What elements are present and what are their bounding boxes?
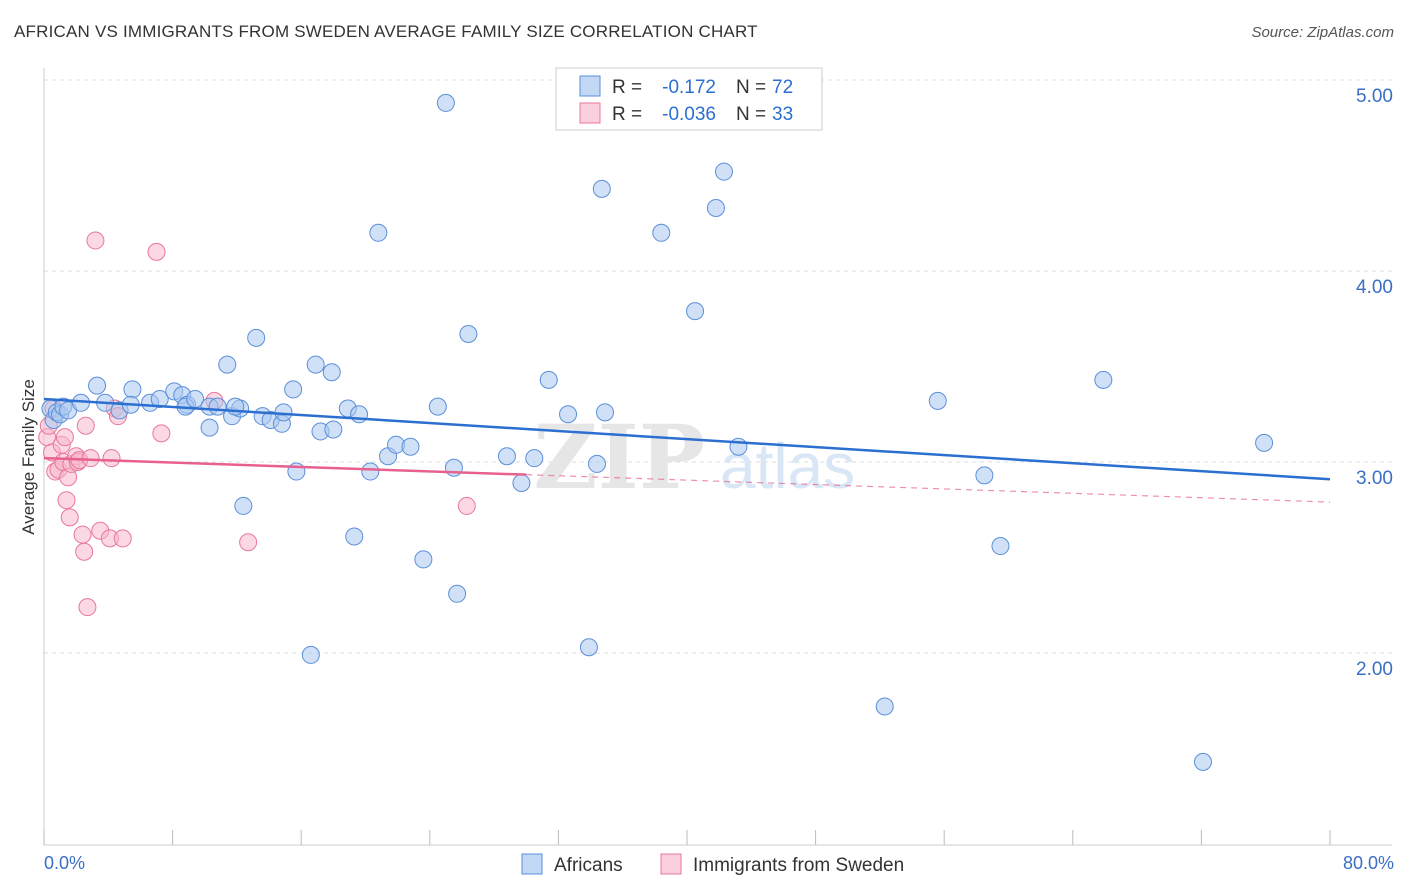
bottom-legend-label-sweden: Immigrants from Sweden [693,855,904,876]
data-point-africans [150,389,169,408]
legend: R = -0.172 N = 72 R = -0.036 N = 33 [555,67,823,131]
trend-lines [43,397,1331,503]
legend-r-label: R = [612,77,642,98]
trend-line-sweden-extension [526,474,1331,503]
data-point-africans [200,418,219,437]
data-point-africans [123,380,142,399]
data-point-africans [369,223,388,242]
trend-line-sweden [43,456,527,476]
data-point-sweden [55,428,74,447]
legend-swatch-africans [579,75,601,97]
data-point-africans [324,420,343,439]
data-point-africans [1194,752,1213,771]
data-point-africans [322,363,341,382]
data-point-africans [428,397,447,416]
data-point-sweden [60,508,79,527]
watermark-zip: ZIP [533,405,705,509]
chart-source: Source: ZipAtlas.com [1251,24,1394,41]
bottom-legend-swatch-africans [521,853,543,875]
data-point-africans [306,355,325,374]
bottom-legend-swatch-sweden [660,853,682,875]
data-point-africans [1255,433,1274,452]
data-point-africans [284,380,303,399]
data-point-africans [975,466,994,485]
y-tick-label: 2.00 [1356,659,1393,680]
x-axis-ticks [43,830,1331,845]
data-point-africans [459,325,478,344]
data-point-africans [1094,370,1113,389]
data-point-africans [226,397,245,416]
data-point-africans [559,405,578,424]
data-point-africans [444,458,463,477]
data-point-africans [448,584,467,603]
data-point-africans [592,179,611,198]
data-point-africans [596,403,615,422]
data-point-africans [497,447,516,466]
data-point-sweden [239,533,258,552]
y-tick-label: 3.00 [1356,468,1393,489]
data-point-africans [714,162,733,181]
legend-n-value: 33 [772,104,793,125]
data-point-africans [706,198,725,217]
legend-r-label: R = [612,104,642,125]
x-tick-label-max: 80.0% [1343,853,1394,873]
legend-swatch-sweden [579,102,601,124]
data-point-sweden [102,449,121,468]
data-point-africans [512,474,531,493]
y-axis-title: Average Family Size [19,379,38,535]
gridlines [44,79,1392,654]
data-point-sweden [73,525,92,544]
series-immigrants-from-sweden [38,231,476,617]
data-point-africans [234,496,253,515]
data-point-africans [587,454,606,473]
legend-r-value: -0.036 [662,104,716,125]
data-point-africans [579,638,598,657]
y-tick-label: 4.00 [1356,277,1393,298]
data-point-sweden [81,449,100,468]
y-axis-tick-labels: 5.00 4.00 3.00 2.00 [1356,86,1393,680]
data-point-sweden [147,242,166,261]
data-point-africans [436,93,455,112]
bottom-legend-label-africans: Africans [554,855,623,876]
data-point-africans [88,376,107,395]
data-point-sweden [75,542,94,561]
trend-line-africans [43,397,1331,481]
data-point-africans [928,391,947,410]
data-point-sweden [86,231,105,250]
legend-r-value: -0.172 [662,77,716,98]
data-point-africans [208,397,227,416]
data-point-sweden [152,424,171,443]
data-point-africans [401,437,420,456]
legend-n-label: N = [736,104,766,125]
y-tick-label: 5.00 [1356,86,1393,107]
bottom-legend: Africans Immigrants from Sweden [521,853,904,876]
data-point-africans [345,527,364,546]
data-point-sweden [457,496,476,515]
data-point-africans [652,223,671,242]
data-point-sweden [78,598,97,617]
data-point-africans [991,537,1010,556]
data-point-africans [361,462,380,481]
x-tick-label-min: 0.0% [44,853,85,873]
data-point-africans [525,449,544,468]
data-point-sweden [57,491,76,510]
data-point-africans [875,697,894,716]
series-africans [41,93,1274,771]
data-point-africans [301,645,320,664]
data-point-africans [414,550,433,569]
chart-title: AFRICAN VS IMMIGRANTS FROM SWEDEN AVERAG… [14,22,758,41]
data-point-africans [218,355,237,374]
legend-n-value: 72 [772,77,793,98]
data-point-sweden [113,529,132,548]
legend-n-label: N = [736,77,766,98]
data-point-africans [539,370,558,389]
data-point-africans [686,302,705,321]
data-point-africans [247,328,266,347]
data-point-sweden [76,416,95,435]
